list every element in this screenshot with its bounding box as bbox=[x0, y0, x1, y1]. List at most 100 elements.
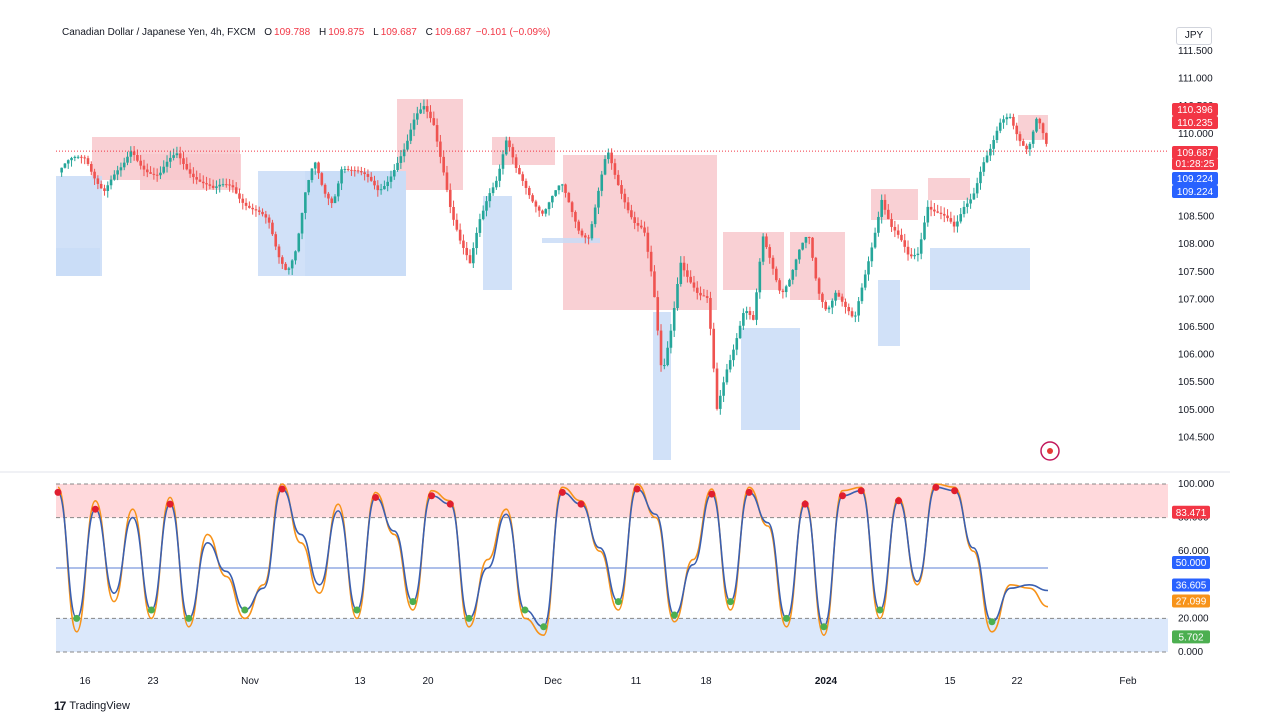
candle-body bbox=[682, 262, 686, 271]
stoch-value-tag-bg bbox=[1172, 630, 1210, 644]
candle-body bbox=[356, 170, 360, 172]
candle-body bbox=[962, 206, 966, 215]
oversold-signal-dot bbox=[465, 614, 473, 622]
price-tag-high-bg bbox=[1172, 103, 1218, 116]
time-axis-tick: 11 bbox=[631, 676, 642, 687]
candle-body bbox=[96, 178, 100, 184]
candle-body bbox=[149, 172, 152, 174]
candle-body bbox=[429, 111, 432, 119]
candle-body bbox=[435, 125, 439, 142]
candle-body bbox=[923, 222, 926, 240]
price-axis-tick: 105.000 bbox=[1178, 405, 1215, 416]
candle-body bbox=[709, 297, 712, 329]
candle-body bbox=[583, 235, 587, 238]
stoch-axis-tick: 0.000 bbox=[1178, 647, 1203, 658]
tradingview-footer[interactable]: 17 TradingView bbox=[54, 699, 130, 713]
candle-body bbox=[409, 129, 413, 141]
candle-body bbox=[228, 184, 231, 186]
time-axis-tick: 18 bbox=[700, 676, 712, 687]
oversold-signal-dot bbox=[670, 611, 678, 619]
candle-body bbox=[574, 211, 577, 222]
price-tag-last-bg bbox=[1172, 146, 1218, 159]
candle-body bbox=[807, 237, 811, 239]
candle-body bbox=[893, 226, 897, 231]
candle-body bbox=[570, 202, 574, 212]
candle-body bbox=[936, 211, 939, 213]
candle-body bbox=[366, 174, 370, 177]
oversold-signal-dot bbox=[521, 606, 529, 614]
candle-body bbox=[386, 181, 389, 187]
candle-body bbox=[86, 158, 90, 164]
candle-body bbox=[281, 257, 284, 264]
candle-body bbox=[402, 149, 406, 157]
candle-body bbox=[998, 122, 1002, 131]
candle-body bbox=[1002, 119, 1005, 123]
candle-body bbox=[504, 140, 508, 155]
price-tag-mid: 110.235 bbox=[1177, 118, 1213, 129]
candle-body bbox=[119, 167, 123, 171]
open-label: O bbox=[264, 27, 273, 38]
candle-body bbox=[350, 169, 353, 171]
time-axis-tick: 15 bbox=[944, 676, 956, 687]
overbought-signal-dot bbox=[91, 505, 99, 513]
candle-body bbox=[1022, 141, 1025, 146]
close-label: C bbox=[425, 27, 433, 38]
candle-body bbox=[70, 157, 73, 161]
price-axis-tick: 106.000 bbox=[1178, 350, 1215, 361]
candle-body bbox=[106, 185, 110, 191]
candle-body bbox=[528, 187, 531, 196]
high-value: 109.875 bbox=[328, 27, 365, 38]
time-axis-tick: 20 bbox=[422, 676, 434, 687]
candle-body bbox=[478, 219, 482, 233]
time-axis-tick: 13 bbox=[354, 676, 366, 687]
oversold-signal-dot bbox=[241, 606, 249, 614]
candle-body bbox=[244, 202, 248, 206]
candle-body bbox=[577, 221, 580, 231]
time-axis-tick: 22 bbox=[1011, 676, 1023, 687]
time-axis-tick: 16 bbox=[79, 676, 91, 687]
overbought-signal-dot bbox=[577, 500, 585, 508]
bear-zone bbox=[928, 178, 970, 200]
candle-body bbox=[1005, 117, 1009, 120]
stoch-axis-tick: 100.000 bbox=[1178, 479, 1215, 490]
candle-body bbox=[363, 172, 366, 175]
stoch-value-tag-bg bbox=[1172, 505, 1210, 519]
overbought-signal-dot bbox=[708, 490, 716, 498]
oversold-signal-dot bbox=[185, 614, 193, 622]
price-tag-support-b: 109.224 bbox=[1177, 187, 1214, 198]
candle-body bbox=[1015, 125, 1019, 135]
candle-body bbox=[814, 257, 818, 279]
candle-body bbox=[307, 180, 310, 193]
candle-body bbox=[554, 190, 557, 196]
candle-body bbox=[778, 280, 781, 291]
candle-body bbox=[547, 202, 551, 210]
price-axis-tick: 107.500 bbox=[1178, 267, 1215, 278]
candle-body bbox=[422, 106, 426, 110]
candle-body bbox=[649, 251, 653, 272]
candle-body bbox=[860, 287, 864, 302]
candle-body bbox=[623, 193, 627, 203]
symbol-legend: Canadian Dollar / Japanese Yen, 4h, FXCM… bbox=[62, 27, 550, 38]
candle-body bbox=[399, 156, 403, 163]
candle-body bbox=[672, 308, 676, 331]
candle-body bbox=[702, 295, 706, 297]
overbought-signal-dot bbox=[839, 492, 847, 500]
candle-body bbox=[264, 214, 268, 218]
candle-body bbox=[165, 161, 169, 167]
candle-body bbox=[1035, 118, 1038, 132]
candle-body bbox=[867, 261, 870, 275]
stoch-d-line bbox=[57, 486, 1049, 628]
currency-selector[interactable]: JPY bbox=[1176, 27, 1212, 45]
candle-body bbox=[857, 301, 860, 316]
overbought-signal-dot bbox=[633, 485, 641, 493]
bull-zone bbox=[483, 196, 512, 290]
candle-body bbox=[916, 253, 920, 256]
overbought-signal-dot bbox=[278, 485, 286, 493]
candle-body bbox=[771, 257, 775, 269]
candle-body bbox=[182, 158, 185, 165]
candle-body bbox=[758, 261, 762, 293]
bear-zone bbox=[563, 155, 717, 310]
candle-body bbox=[80, 156, 83, 158]
candle-body bbox=[913, 255, 916, 257]
